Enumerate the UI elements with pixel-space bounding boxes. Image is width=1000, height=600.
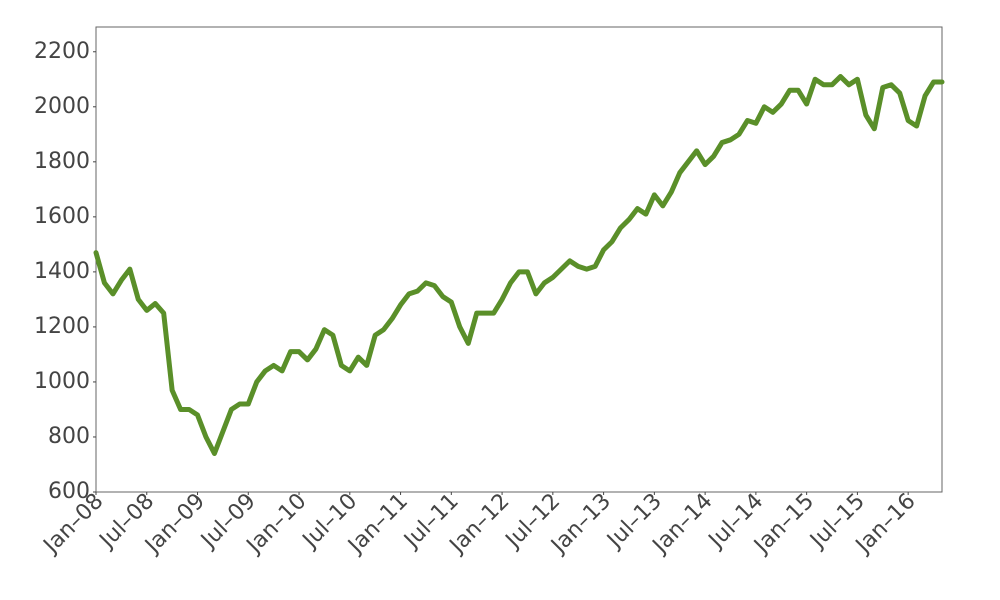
y-tick-label: 1200 [34,314,90,339]
data-line [93,74,945,456]
y-tick-label: 1600 [34,204,90,229]
y-tick-label: 600 [48,479,90,504]
y-tick-label: 2200 [34,39,90,64]
y-tick-label: 2000 [34,94,90,119]
y-tick-label: 800 [48,424,90,449]
y-tick-label: 1400 [34,259,90,284]
plot-frame [95,26,943,493]
y-tick-label: 1800 [34,149,90,174]
y-tick-label: 1000 [34,369,90,394]
